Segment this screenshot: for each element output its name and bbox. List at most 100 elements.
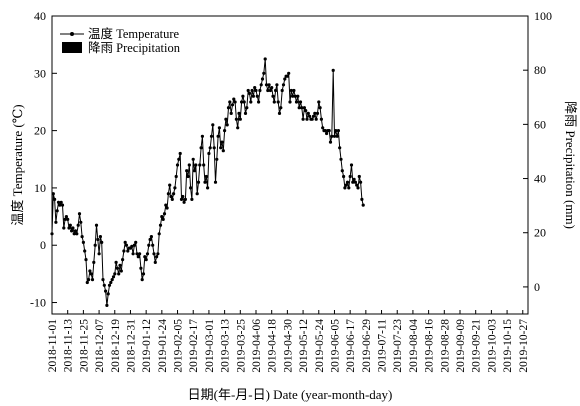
x-tick-label: 2019-08-28 [439, 319, 451, 373]
temperature-point [276, 100, 280, 104]
temperature-point [107, 283, 112, 287]
temperature-point [308, 114, 312, 118]
temperature-point [223, 129, 227, 133]
temperature-point [311, 114, 316, 118]
temperature-point [237, 111, 241, 115]
temperature-point [158, 223, 163, 227]
temperature-point [353, 180, 357, 184]
temperature-point [296, 94, 300, 98]
temperature-point [143, 255, 147, 259]
temperature-point [280, 88, 284, 93]
x-tick-label: 2018-11-01 [47, 319, 59, 372]
right-tick-label: 40 [534, 172, 546, 186]
temperature-point [318, 106, 322, 110]
temperature-point [228, 100, 232, 104]
temperature-point [230, 103, 235, 107]
temperature-point [157, 232, 161, 236]
temperature-point [275, 83, 279, 87]
temperature-point [272, 100, 276, 104]
temperature-point [145, 252, 150, 256]
legend-precipitation-swatch [62, 42, 82, 53]
temperature-point [251, 94, 255, 98]
temperature-point [211, 123, 215, 127]
left-tick-label: 20 [34, 124, 46, 138]
temperature-point [162, 212, 167, 216]
temperature-point [257, 100, 261, 104]
temperature-point [348, 174, 352, 179]
x-tick-label: 2019-05-24 [314, 319, 326, 373]
temperature-point [221, 149, 225, 153]
temperature-point [68, 223, 72, 227]
temperature-point [164, 203, 168, 207]
x-tick-label: 2018-12-31 [125, 319, 137, 373]
temperature-point [104, 289, 108, 293]
x-tick-label: 2019-03-25 [235, 319, 247, 373]
temperature-point [84, 258, 88, 262]
temperature-point [175, 163, 180, 167]
temperature-point [300, 106, 304, 110]
temperature-point [53, 197, 57, 201]
temperature-point [67, 226, 71, 230]
x-tick-label: 2019-06-29 [361, 319, 373, 373]
temperature-point [271, 94, 275, 98]
temperature-point [141, 272, 146, 276]
temperature-point [215, 157, 219, 161]
temperature-point [63, 217, 67, 221]
temperature-point [170, 197, 174, 201]
temperature-point [179, 197, 184, 201]
temperature-point [339, 157, 343, 161]
temperature-point [213, 180, 218, 184]
temperature-point [267, 83, 271, 87]
temperature-point [255, 94, 259, 98]
temperature-point [334, 129, 338, 133]
temperature-point [279, 106, 283, 110]
temperature-point [196, 180, 201, 184]
temperature-point [198, 163, 202, 167]
temperature-point [351, 180, 355, 184]
x-tick-label: 2019-10-27 [518, 319, 530, 373]
temperature-point [81, 240, 85, 244]
right-tick-label: 60 [534, 117, 546, 131]
left-tick-label: 40 [34, 9, 46, 23]
temperature-point [185, 169, 189, 173]
temperature-point [301, 117, 305, 121]
right-axis: 0 20 40 60 80 100 [523, 9, 552, 294]
temperature-point [270, 86, 274, 90]
temperature-point [203, 180, 207, 184]
temperature-point [97, 252, 101, 256]
temperature-point [234, 117, 238, 121]
temperature-point [220, 140, 224, 144]
temperature-point [98, 235, 102, 239]
temperature-point [287, 71, 291, 75]
temperature-point [92, 260, 96, 264]
temperature-point [238, 117, 242, 121]
temperature-point [64, 215, 68, 219]
temperature-point [138, 252, 142, 256]
x-tick-label: 2019-09-09 [455, 319, 467, 373]
temperature-series [50, 57, 365, 307]
temperature-point [274, 88, 278, 93]
temperature-point [187, 163, 191, 167]
temperature-line [51, 58, 364, 306]
temperature-point [263, 57, 267, 61]
temperature-point [310, 117, 314, 121]
temperature-point [260, 77, 265, 81]
temperature-point [233, 100, 237, 104]
temperature-point [236, 126, 240, 130]
temperature-point [207, 151, 211, 156]
temperature-point [166, 192, 170, 196]
temperature-point [83, 249, 87, 253]
temperature-point [357, 174, 361, 179]
temperature-point [298, 100, 303, 104]
temperature-point [106, 292, 110, 296]
x-tick-label: 2019-05-12 [298, 319, 310, 373]
temperature-point [192, 169, 197, 173]
temperature-point [225, 123, 229, 127]
temperature-point [114, 260, 118, 264]
temperature-point [208, 146, 212, 150]
temperature-point [302, 106, 306, 110]
x-tick-label: 2019-03-13 [220, 319, 232, 373]
temperature-point [319, 117, 323, 121]
temperature-point [229, 111, 233, 115]
temperature-point [206, 186, 210, 190]
